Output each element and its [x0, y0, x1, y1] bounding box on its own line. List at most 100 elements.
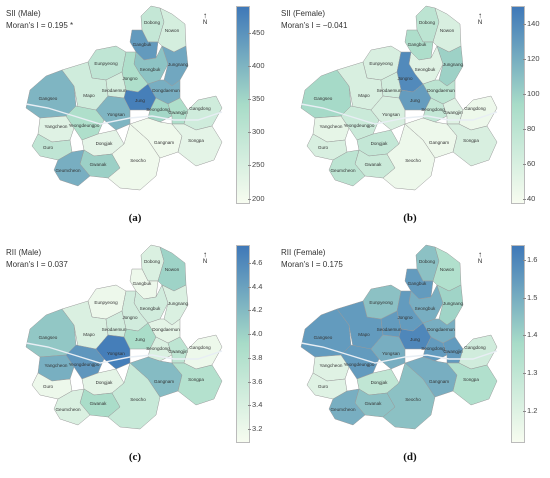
district-label-gwanak: Gwanak: [90, 401, 108, 406]
district-label-seocho: Seocho: [405, 158, 421, 163]
scale-tick-mark: [523, 163, 526, 165]
scale-tick-label: 3.2: [252, 424, 263, 434]
district-label-gangbuk: Gangbuk: [408, 281, 427, 286]
district-label-jungnang: Jungnang: [168, 62, 189, 67]
scale-tick-label: 200: [252, 193, 265, 203]
district-label-seongdong: Seongdong: [421, 107, 445, 112]
district-label-geumcheon: Geumcheon: [330, 168, 355, 173]
district-label-seocho: Seocho: [405, 397, 421, 402]
district-songpa: [171, 123, 223, 167]
district-label-seongdong: Seongdong: [146, 346, 170, 351]
district-yongsan: [370, 334, 406, 370]
scale-tick-mark: [248, 198, 251, 200]
district-label-jung: Jung: [410, 98, 420, 103]
district-label-jungnang: Jungnang: [443, 62, 464, 67]
district-label-jongno: Jongno: [397, 315, 413, 320]
district-label-eunpyeong: Eunpyeong: [94, 61, 118, 66]
district-label-gwangjin: Gwangjin: [168, 349, 188, 354]
district-label-dongjak: Dongjak: [371, 380, 389, 385]
district-yongsan: [370, 95, 406, 131]
district-label-nowon: Nowon: [165, 267, 180, 272]
choropleth-map: Dobong Nowon Gangbuk Eunpyeong Seongbuk Jungn…: [300, 244, 498, 430]
district-label-mapo: Mapo: [358, 93, 370, 98]
district-label-gangseo: Gangseo: [39, 96, 58, 101]
scale-tick-label: 400: [252, 60, 265, 70]
arrow-up-icon: ↑: [478, 250, 482, 259]
district-label-mapo: Mapo: [83, 332, 95, 337]
district-label-songpa: Songpa: [188, 377, 204, 382]
district-label-seongdong: Seongdong: [146, 107, 170, 112]
scale-tick-mark: [523, 198, 526, 200]
district-label-guro: Guro: [43, 384, 54, 389]
district-label-gangnam: Gangnam: [154, 140, 174, 145]
scale-tick-label: 100: [527, 88, 540, 98]
district-label-songpa: Songpa: [463, 377, 479, 382]
district-label-songpa: Songpa: [463, 138, 479, 143]
district-gangdong: [458, 95, 498, 131]
color-scale-bar: [236, 245, 250, 443]
district-label-jung: Jung: [410, 337, 420, 342]
district-gangdong: [183, 95, 223, 131]
scale-tick-label: 3.8: [252, 352, 263, 362]
scale-tick-mark: [523, 335, 526, 337]
district-label-yongsan: Yongsan: [107, 351, 125, 356]
district-label-eunpyeong: Eunpyeong: [369, 61, 393, 66]
scale-tick-label: 350: [252, 94, 265, 104]
scale-tick-mark: [523, 410, 526, 412]
district-label-gangseo: Gangseo: [39, 335, 58, 340]
scale-tick-label: 4.6: [252, 257, 263, 267]
choropleth-map: Dobong Nowon Gangbuk Eunpyeong Seongbuk Jungn…: [25, 244, 223, 430]
north-arrow-icon: ↑ N: [200, 251, 210, 266]
district-geumcheon: [328, 388, 366, 426]
scale-tick-mark: [248, 132, 251, 134]
district-label-yangcheon: Yangcheon: [45, 363, 68, 368]
district-gangdong: [458, 334, 498, 370]
panel-letter: (d): [403, 451, 417, 463]
district-label-seodaemun: Seodaemun: [102, 88, 127, 93]
district-label-gangdong: Gangdong: [464, 345, 486, 350]
scale-tick-mark: [248, 334, 251, 336]
district-label-jungnang: Jungnang: [168, 301, 189, 306]
district-label-guro: Guro: [318, 145, 329, 150]
scale-tick-mark: [523, 93, 526, 95]
north-label: N: [202, 259, 208, 265]
scale-tick-mark: [523, 297, 526, 299]
district-seocho: [107, 362, 161, 430]
choropleth-map: Dobong Nowon Gangbuk Eunpyeong Seongbuk Jungn…: [25, 5, 223, 191]
district-label-nowon: Nowon: [440, 28, 455, 33]
district-label-dobong: Dobong: [419, 20, 436, 25]
district-label-geumcheon: Geumcheon: [55, 407, 80, 412]
district-songpa: [171, 362, 223, 406]
morans-i-statistic: Moran's I = −0.041: [281, 21, 348, 30]
scale-tick-label: 60: [527, 158, 536, 168]
district-label-dongjak: Dongjak: [371, 141, 389, 146]
district-label-seongbuk: Seongbuk: [415, 306, 436, 311]
north-arrow-icon: ↑ N: [200, 12, 210, 27]
north-arrow-icon: ↑ N: [475, 250, 485, 266]
north-label: N: [477, 259, 483, 265]
district-yongsan: [95, 95, 131, 131]
scale-tick-label: 3.4: [252, 400, 263, 410]
district-label-geumcheon: Geumcheon: [55, 168, 80, 173]
scale-tick-label: 140: [527, 18, 540, 28]
district-label-yeongdeungpo: Yeongdeungpo: [344, 362, 375, 367]
scale-tick-mark: [248, 65, 251, 67]
district-label-nowon: Nowon: [165, 28, 180, 33]
morans-i-statistic: Moran's I = 0.175: [281, 260, 343, 269]
district-label-yongsan: Yongsan: [382, 351, 400, 356]
district-jung: [398, 83, 432, 111]
district-label-jongno: Jongno: [397, 76, 413, 81]
district-yeongdeungpo: [340, 105, 380, 141]
scale-tick-label: 1.2: [527, 405, 538, 415]
district-label-seongbuk: Seongbuk: [140, 306, 161, 311]
district-geumcheon: [53, 149, 91, 187]
district-label-seocho: Seocho: [130, 397, 146, 402]
morans-i-statistic: Moran's I = 0.037: [6, 260, 68, 269]
district-label-mapo: Mapo: [358, 332, 370, 337]
district-label-yeongdeungpo: Yeongdeungpo: [69, 123, 100, 128]
district-label-seocho: Seocho: [130, 158, 146, 163]
district-label-gangdong: Gangdong: [189, 345, 211, 350]
panel-title: SII (Male): [6, 9, 41, 18]
district-songpa: [446, 362, 498, 406]
arrow-up-icon: ↑: [478, 11, 482, 20]
